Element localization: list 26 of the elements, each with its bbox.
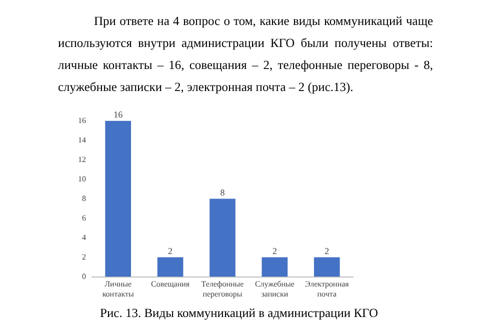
x-tick-label: Совещания (151, 280, 190, 289)
data-label: 16 (114, 110, 124, 120)
y-tick-label: 16 (78, 116, 86, 125)
x-tick-label: Телефонные переговоры (201, 280, 244, 298)
y-tick-label: 14 (78, 135, 86, 144)
bar (210, 198, 236, 277)
bar (105, 120, 132, 277)
y-tick-label: 8 (82, 194, 86, 203)
text: При ответе на 4 вопрос о том, какие виды коммуникаций чаще используются внутри администрации КГО были получены ответы: личные контакты – 16, совещания – 2, телефонные переговоры - 8, служебные записки – 2, электронная почта – 2 (рис.13). (58, 13, 433, 96)
y-tick-label: 2 (82, 252, 86, 262)
y-tick-label: 6 (82, 213, 86, 222)
data-label: 8 (220, 188, 226, 198)
text: Рис. 13. Виды коммуникаций в администрации КГО (99, 306, 379, 321)
x-tick-label: Служебные записки (254, 280, 295, 298)
x-tick-label: Электронная почта (304, 280, 350, 298)
data-label: 2 (272, 246, 277, 256)
bar (262, 257, 288, 277)
y-tick-label: 0 (82, 272, 86, 281)
y-tick-label: 12 (78, 154, 86, 164)
bar (157, 257, 184, 277)
y-tick-label: 4 (82, 232, 86, 242)
x-tick-label: Личные контакты (102, 280, 134, 298)
y-tick-label: 10 (78, 174, 86, 184)
bar (314, 257, 340, 277)
data-label: 2 (324, 246, 330, 256)
data-label: 2 (168, 246, 173, 256)
